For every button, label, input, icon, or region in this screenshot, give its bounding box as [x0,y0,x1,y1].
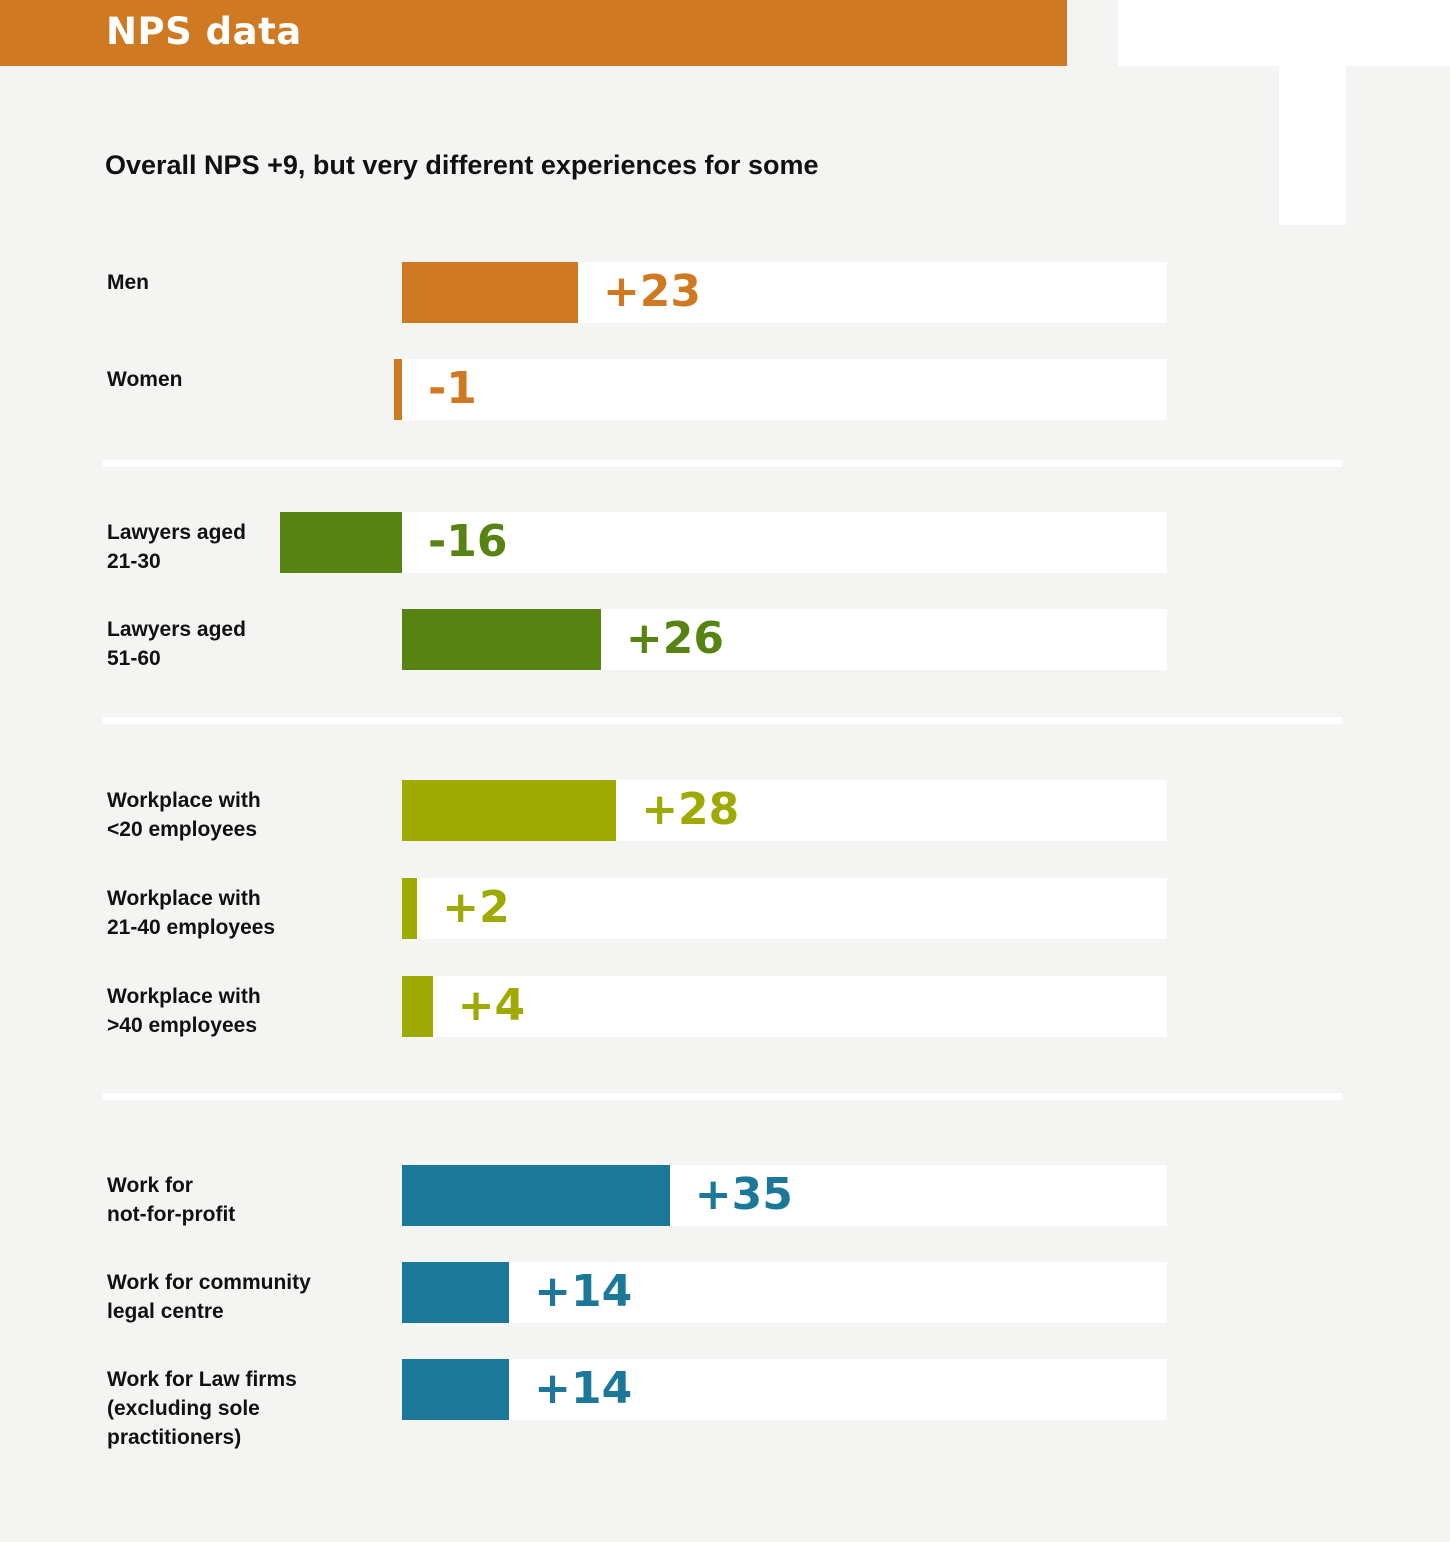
data-label: -16 [428,516,508,567]
bar-track [402,976,1167,1037]
bar [402,780,617,841]
bar [394,359,402,420]
data-label: +23 [602,266,702,317]
data-label: +14 [534,1266,633,1317]
bar [402,262,578,323]
row-label: Women [107,368,183,391]
row-label: Work for not-for-profit [107,1174,236,1226]
data-label: +26 [625,613,724,664]
group-divider [103,717,1342,724]
header-bar [0,0,1067,66]
decorative-block-top [1118,0,1450,66]
row-label: Lawyers aged 51-60 [107,618,246,670]
bar [402,609,601,670]
row-label: Workplace with 21-40 employees [107,887,276,939]
bar-track [402,1359,1167,1420]
bar-track [402,878,1167,939]
bar [402,976,433,1037]
row-label: Lawyers aged 21-30 [107,521,246,573]
row-label: Workplace with <20 employees [107,789,261,841]
decorative-block-side [1279,66,1346,225]
bar [402,878,418,939]
data-label: +2 [442,882,510,933]
bar-track [402,359,1167,420]
data-label: -1 [428,363,477,414]
row-label: Men [107,271,149,294]
row-label: Workplace with >40 employees [107,985,261,1037]
page-title: NPS data [106,10,302,53]
group-divider [103,460,1342,467]
data-label: +28 [641,784,740,835]
chart-title: Overall NPS +9, but very different exper… [105,150,819,180]
group-divider [103,1093,1342,1100]
data-label: +14 [534,1363,633,1414]
bar-track [402,1262,1167,1323]
bar [402,1165,670,1226]
bar [402,1262,510,1323]
bar-track [402,512,1167,573]
data-label: +4 [457,980,526,1031]
row-label: Work for community legal centre [107,1271,311,1323]
row-label: Work for Law firms (excluding sole practit… [107,1368,297,1449]
data-label: +35 [694,1169,793,1220]
bar [402,1359,510,1420]
bar [279,512,402,573]
